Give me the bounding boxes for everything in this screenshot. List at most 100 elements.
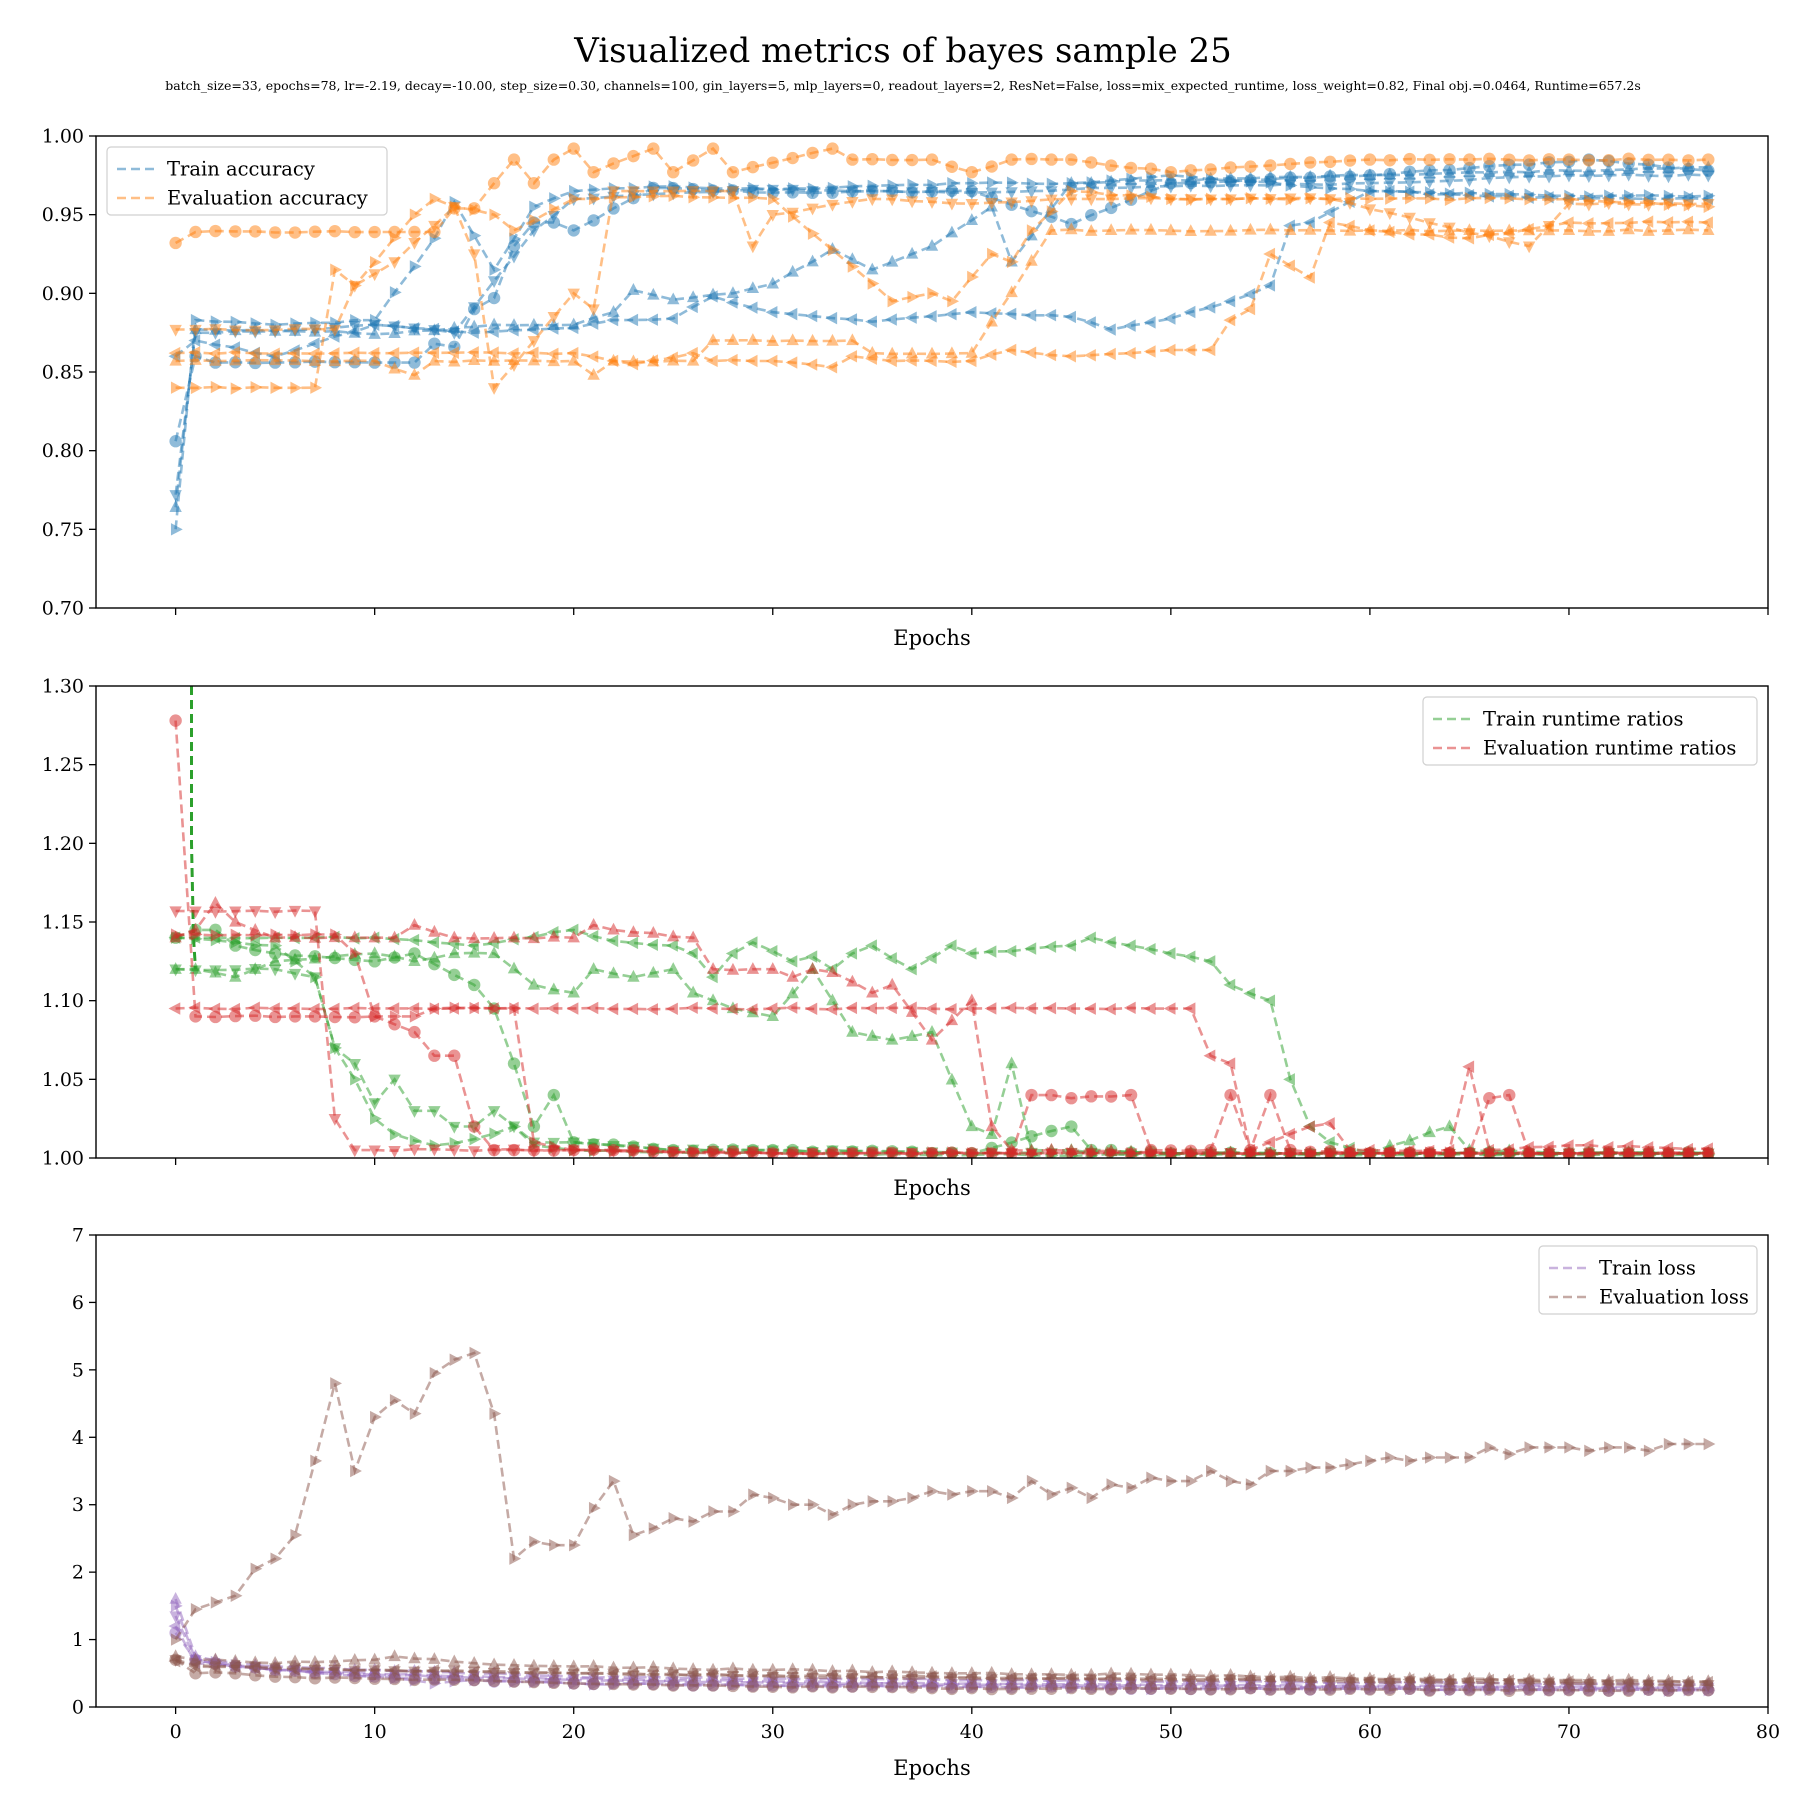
data-point — [527, 336, 541, 348]
data-point — [1643, 196, 1656, 209]
data-point — [608, 1145, 621, 1158]
data-point — [825, 361, 838, 374]
data-point — [1206, 173, 1218, 186]
data-point — [330, 928, 342, 941]
data-point — [1283, 259, 1295, 272]
data-point — [350, 1464, 362, 1478]
data-point — [845, 1670, 858, 1683]
data-point — [745, 1669, 758, 1683]
data-point — [408, 237, 421, 250]
data-point — [867, 1146, 880, 1158]
series-train-none — [190, 686, 197, 970]
data-point — [328, 224, 342, 238]
data-point — [487, 1106, 501, 1118]
data-point — [169, 964, 182, 977]
data-point — [1123, 939, 1136, 952]
data-point — [328, 949, 342, 961]
data-point — [1322, 216, 1335, 229]
data-point — [885, 1032, 899, 1045]
data-point — [845, 1001, 858, 1015]
data-point — [607, 966, 620, 979]
data-point — [885, 153, 899, 167]
data-point — [1601, 217, 1614, 230]
data-point — [768, 1147, 780, 1158]
data-point — [169, 435, 182, 448]
data-point — [348, 1011, 361, 1024]
series-line — [174, 1625, 1709, 1691]
data-point — [708, 1505, 721, 1518]
series-eval-triangle-right — [170, 184, 1716, 395]
x-tick-label: 60 — [1358, 1721, 1382, 1743]
data-point — [927, 287, 940, 300]
legend-label: Train runtime ratios — [1483, 708, 1683, 731]
data-point — [250, 1562, 263, 1575]
data-point — [965, 1119, 979, 1132]
data-point — [1343, 1682, 1357, 1696]
data-point — [1084, 931, 1096, 944]
data-point — [429, 1002, 442, 1015]
data-point — [1305, 1146, 1318, 1158]
data-point — [1443, 1119, 1456, 1132]
x-tick-label: 50 — [1159, 1721, 1183, 1743]
data-point — [348, 225, 361, 239]
data-point — [290, 1528, 303, 1542]
series-eval-triangle-left — [168, 1654, 1713, 1689]
data-point — [1166, 1474, 1178, 1488]
data-point — [1682, 154, 1695, 167]
data-point — [725, 947, 738, 960]
data-point — [1702, 160, 1715, 173]
data-point — [984, 1672, 997, 1685]
data-point — [566, 1667, 579, 1680]
data-point — [588, 183, 601, 196]
data-point — [846, 1680, 859, 1693]
data-point — [1045, 1088, 1058, 1102]
series-line — [175, 928, 1709, 1156]
data-point — [1285, 1464, 1298, 1478]
data-point — [1323, 168, 1337, 181]
data-point — [1443, 165, 1456, 178]
data-point — [1064, 1671, 1076, 1684]
data-point — [1462, 232, 1475, 245]
data-point — [1503, 172, 1516, 185]
data-point — [1303, 216, 1315, 229]
data-point — [627, 1678, 640, 1691]
axes-frame — [95, 1234, 1769, 1708]
data-point — [1284, 223, 1297, 236]
data-point — [1403, 167, 1416, 180]
data-point — [189, 965, 202, 978]
data-point — [1345, 182, 1358, 196]
runtime-ratio-panel: 1.00 1.05 1.10 1.15 1.20 1.25 1.30 Epochs Train … — [42, 676, 1769, 1200]
data-point — [1106, 174, 1119, 187]
legend-box — [1538, 1245, 1758, 1315]
data-point — [567, 353, 580, 366]
data-point — [667, 1679, 680, 1692]
data-point — [506, 347, 519, 360]
data-point — [865, 939, 877, 952]
data-point — [1604, 1146, 1616, 1158]
data-point — [785, 307, 798, 321]
data-point — [748, 1146, 760, 1158]
series-line — [175, 189, 1709, 391]
data-point — [566, 1002, 579, 1015]
data-point — [1065, 153, 1078, 166]
data-point — [627, 925, 640, 937]
data-point — [607, 1677, 620, 1691]
data-point — [587, 368, 600, 380]
data-point — [766, 1009, 779, 1022]
data-point — [567, 288, 580, 301]
data-point — [368, 225, 381, 239]
data-point — [768, 183, 780, 196]
data-point — [428, 1673, 441, 1686]
data-point — [328, 1671, 342, 1684]
data-point — [1243, 302, 1256, 316]
data-point — [945, 1013, 959, 1026]
data-point — [1682, 169, 1695, 182]
data-point — [627, 186, 640, 199]
data-point — [706, 993, 720, 1006]
data-point — [865, 1002, 877, 1015]
data-point — [1522, 222, 1534, 236]
data-point — [608, 1474, 621, 1488]
data-point — [469, 1001, 482, 1015]
data-point — [389, 1010, 402, 1023]
data-point — [467, 1656, 481, 1668]
